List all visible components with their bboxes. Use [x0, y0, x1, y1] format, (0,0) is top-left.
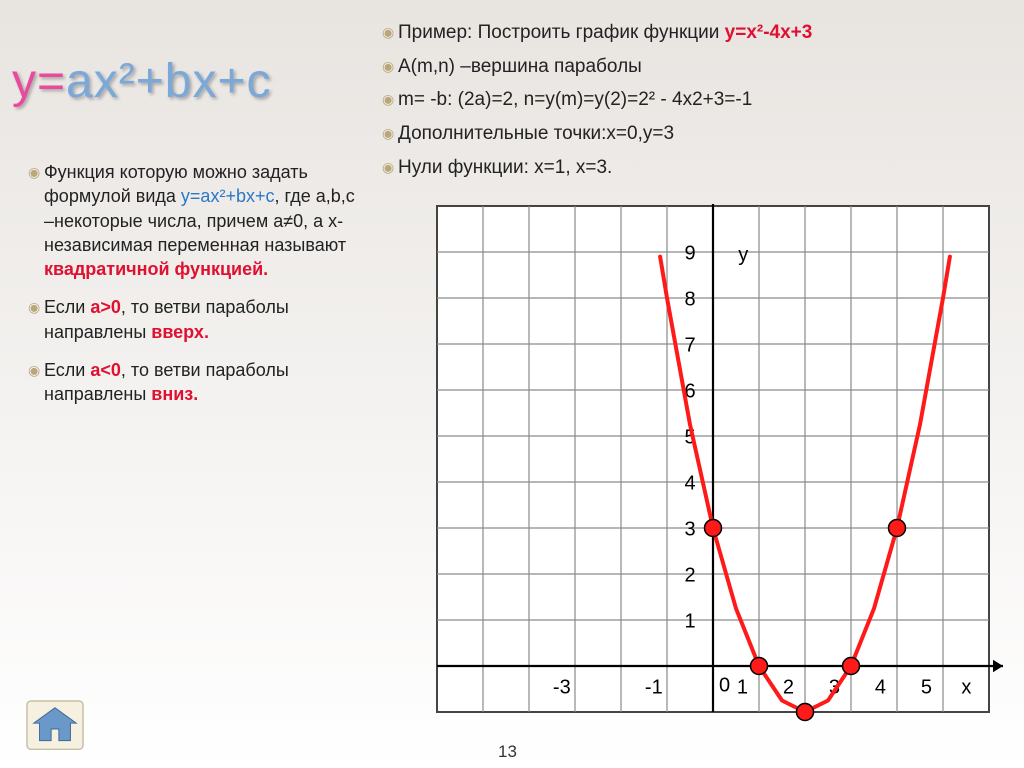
svg-text:4: 4 — [875, 677, 886, 699]
right-text-5: Нули функции: x=1, x=3. — [398, 155, 612, 181]
svg-text:x: x — [961, 677, 971, 699]
left-bullet-3: ◉ Если a<0, то ветви параболы направлены… — [28, 358, 358, 407]
p3a: Если — [44, 360, 90, 380]
left-text-2: Если a>0, то ветви параболы направлены в… — [44, 295, 358, 344]
right-text-3: m= -b: (2a)=2, n=y(m)=y(2)=2² - 4x2+3=-1 — [398, 87, 752, 113]
back-button[interactable] — [26, 700, 84, 750]
svg-text:9: 9 — [684, 243, 695, 265]
right-text-2: A(m,n) –вершина параболы — [398, 54, 642, 80]
svg-text:2: 2 — [684, 565, 695, 587]
svg-text:8: 8 — [684, 289, 695, 311]
slide-title-formula: y=ax²+bx+c — [12, 54, 271, 109]
page-number: 13 — [498, 742, 517, 762]
svg-text:-1: -1 — [645, 677, 663, 699]
p2-dir: вверх. — [151, 322, 209, 342]
right-text-1: Пример: Построить график функции y=x²-4x… — [398, 20, 812, 46]
chart-container: yx012345678912345-3-1y= x² - 4x+3 — [435, 204, 1017, 740]
bullet-icon: ◉ — [28, 295, 44, 319]
r1a: Пример: Построить график функции — [398, 22, 725, 43]
svg-text:-3: -3 — [553, 677, 571, 699]
bullet-icon: ◉ — [382, 54, 398, 78]
p3-dir: вниз. — [151, 384, 198, 404]
left-text-1: Функция которую можно задать формулой ви… — [44, 160, 358, 281]
house-icon — [26, 700, 84, 750]
right-bullet-5: ◉ Нули функции: x=1, x=3. — [382, 155, 1002, 181]
p2a: Если — [44, 297, 90, 317]
svg-text:0: 0 — [719, 674, 730, 696]
svg-text:1: 1 — [684, 611, 695, 633]
svg-text:1: 1 — [737, 677, 748, 699]
bullet-icon: ◉ — [28, 160, 44, 184]
svg-text:2: 2 — [783, 677, 794, 699]
right-bullet-3: ◉ m= -b: (2a)=2, n=y(m)=y(2)=2² - 4x2+3=… — [382, 87, 1002, 113]
p3-cond: a<0 — [90, 360, 121, 380]
bullet-icon: ◉ — [382, 121, 398, 145]
left-bullet-2: ◉ Если a>0, то ветви параболы направлены… — [28, 295, 358, 344]
right-text-4: Дополнительные точки:x=0,y=3 — [398, 121, 674, 147]
parabola-chart: yx012345678912345-3-1y= x² - 4x+3 — [435, 204, 1017, 740]
right-bullet-2: ◉ A(m,n) –вершина параболы — [382, 54, 1002, 80]
bullet-icon: ◉ — [382, 87, 398, 111]
left-bullet-1: ◉ Функция которую можно задать формулой … — [28, 160, 358, 281]
bullet-icon: ◉ — [382, 155, 398, 179]
left-text-3: Если a<0, то ветви параболы направлены в… — [44, 358, 358, 407]
left-column: ◉ Функция которую можно задать формулой … — [28, 160, 358, 421]
title-y: y= — [12, 55, 66, 108]
title-rest: ax²+bx+c — [66, 55, 271, 108]
svg-text:7: 7 — [684, 335, 695, 357]
p1-term: квадратичной функцией. — [44, 259, 268, 279]
right-bullet-4: ◉ Дополнительные точки:x=0,y=3 — [382, 121, 1002, 147]
p1-formula: y=ax²+bx+c — [181, 186, 275, 206]
right-column: ◉ Пример: Построить график функции y=x²-… — [382, 20, 1002, 188]
svg-text:4: 4 — [684, 473, 695, 495]
right-bullet-1: ◉ Пример: Построить график функции y=x²-… — [382, 20, 1002, 46]
bullet-icon: ◉ — [382, 20, 398, 44]
p2-cond: a>0 — [90, 297, 121, 317]
svg-text:y: y — [738, 244, 748, 266]
svg-text:3: 3 — [684, 519, 695, 541]
svg-text:5: 5 — [921, 677, 932, 699]
bullet-icon: ◉ — [28, 358, 44, 382]
r1-formula: y=x²-4x+3 — [725, 22, 813, 43]
